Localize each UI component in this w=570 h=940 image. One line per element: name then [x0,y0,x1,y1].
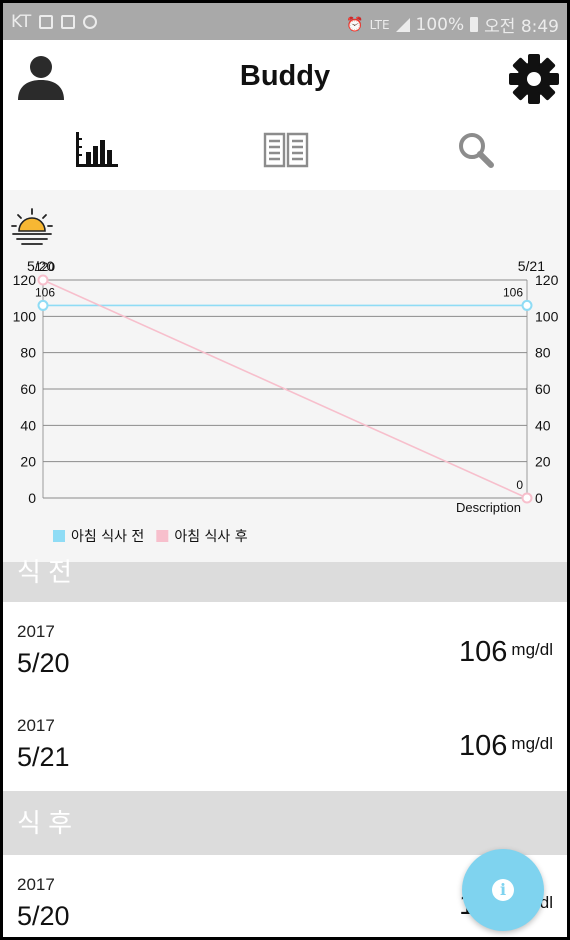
value-unit: mg/dl [511,640,553,659]
y-tick-label-right: 20 [535,454,551,470]
info-button[interactable]: i [462,849,544,931]
y-tick-label-right: 120 [535,272,559,288]
bar-chart-icon [76,132,118,167]
row-value: 106 mg/dl [459,636,553,669]
app-frame: KT ⏰ LTE 100% 오전 8:49 Buddy [3,3,567,937]
row-year: 2017 [17,716,55,735]
chart-area: 0 0 20 20 40 40 60 60 80 80 100 100 120 120 5/20 5/21 10… [3,190,567,562]
y-tick-label-right: 60 [535,381,551,397]
chat-icon [83,15,98,29]
data-point [521,299,533,311]
person-icon[interactable] [15,54,67,100]
gear-icon[interactable] [507,52,561,106]
x-tick-label: 5/20 [27,258,54,274]
y-tick-label-left: 40 [20,417,36,433]
data-label: 0 [516,478,523,492]
y-tick-label-left: 60 [20,381,36,397]
list-item[interactable]: 2017 5/20 106 mg/dl [3,602,567,696]
y-tick-label-left: 80 [20,345,36,361]
book-icon [263,132,309,168]
y-tick-label-right: 100 [535,308,559,324]
data-label: 106 [503,285,523,299]
row-date: 5/20 [17,901,70,931]
data-label: 106 [35,285,55,299]
value-number: 106 [459,730,508,762]
tab-diary[interactable] [262,128,310,170]
row-year: 2017 [17,875,55,894]
alarm-icon: ⏰ [346,16,364,33]
legend-label: 아침 식사 후 [174,529,247,545]
legend-label: 아침 식사 전 [71,529,144,545]
cast-icon [39,15,54,29]
signal-icon [395,17,410,32]
clock-label: 오전 8:49 [484,17,559,37]
y-tick-label-right: 0 [535,490,543,506]
tab-search[interactable] [453,128,501,170]
y-tick-label-left: 120 [13,272,37,288]
section-title: 식 후 [17,808,73,838]
tab-chart[interactable] [73,128,121,170]
x-tick-label: 5/21 [518,258,545,274]
row-year: 2017 [17,622,55,641]
data-point [521,492,533,504]
page-title: Buddy [239,60,331,92]
battery-icon [470,17,479,32]
sunrise-icon [11,208,53,245]
series-line [42,279,528,499]
app-header: Buddy [3,40,567,190]
list-item[interactable]: 2017 5/21 106 mg/dl [3,696,567,791]
info-icon: i [492,879,514,901]
y-tick-label-right: 80 [535,345,551,361]
section-header-before-meal: 식 전 [3,559,567,602]
network-label: LTE [369,17,390,32]
value-number: 106 [459,636,508,668]
battery-label: 100% [415,14,465,35]
y-tick-label-left: 0 [28,490,36,506]
image-icon [61,15,76,29]
data-point [37,299,49,311]
chart-description: Description [456,500,521,515]
y-tick-label-left: 20 [20,454,36,470]
status-bar: KT ⏰ LTE 100% 오전 8:49 [3,3,567,40]
row-value: 106 mg/dl [459,730,553,763]
value-unit: mg/dl [511,734,553,753]
data-point [37,274,49,286]
legend-swatch [156,530,169,542]
section-header-after-meal: 식 후 [3,791,567,855]
legend-swatch [53,530,65,542]
section-title: 식 전 [17,557,73,587]
y-tick-label-right: 40 [535,417,551,433]
y-tick-label-left: 100 [13,308,37,324]
data-label: 120 [35,260,55,274]
search-icon [459,133,494,168]
row-date: 5/20 [17,648,70,678]
row-date: 5/21 [17,742,70,772]
carrier-label: KT [11,12,32,32]
